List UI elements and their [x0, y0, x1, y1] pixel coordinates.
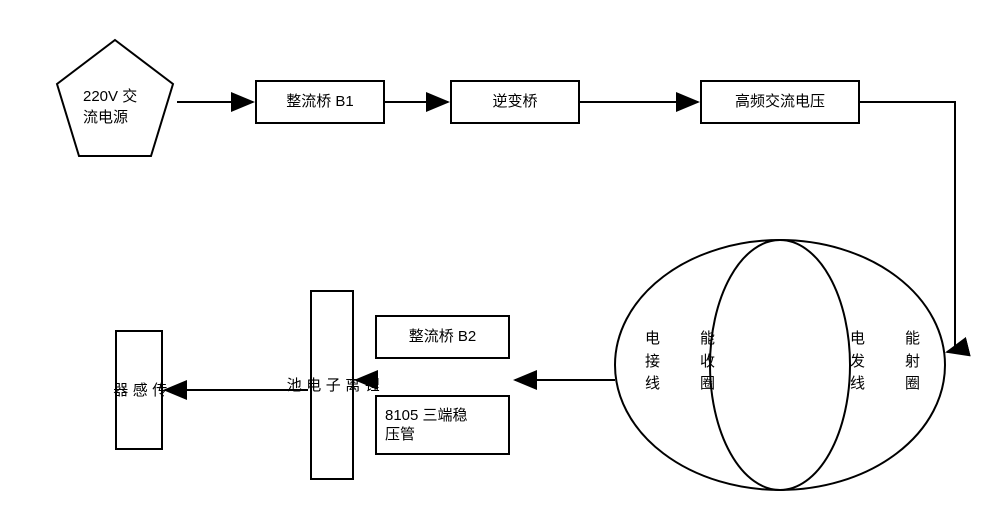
- arrow-hfac-to-tx-coil: [860, 102, 955, 352]
- sensor-label: 传 感 器: [110, 382, 169, 399]
- rectifier-b2-label: 整流桥 B2: [409, 327, 477, 347]
- pentagon-label-line1: 220V 交: [83, 88, 137, 105]
- ellipse-right-label: 电 能 发 射 线 圈: [850, 328, 920, 396]
- node-li-ion-battery: 锂 离 子 电 池: [310, 290, 354, 480]
- node-rectifier-b2: 整流桥 B2: [375, 315, 510, 359]
- node-8105-regulator: 8105 三端稳 压管: [375, 395, 510, 455]
- node-inverter: 逆变桥: [450, 80, 580, 124]
- ellipse-right-line2: 发 射: [850, 353, 920, 370]
- inverter-label: 逆变桥: [492, 92, 537, 112]
- hf-ac-label: 高频交流电压: [735, 92, 825, 112]
- ellipse-left-line3: 线 圈: [645, 375, 715, 392]
- pentagon-label-line2: 流电源: [83, 109, 128, 126]
- diagram-canvas: 220V 交 流电源 整流桥 B1 逆变桥 高频交流电压 传 感 器 锂 离 子…: [0, 0, 1000, 517]
- rectifier-b1-label: 整流桥 B1: [286, 92, 354, 112]
- coil-inner-ellipse: [710, 240, 850, 490]
- ellipse-right-line1: 电 能: [850, 330, 920, 347]
- node-ac-source-pentagon: 220V 交 流电源: [53, 38, 177, 162]
- battery-label: 锂 离 子 电 池: [283, 377, 381, 394]
- ellipse-right-line3: 线 圈: [850, 375, 920, 392]
- ellipse-left-line2: 接 收: [645, 353, 715, 370]
- node-hf-ac-voltage: 高频交流电压: [700, 80, 860, 124]
- regulator-label: 8105 三端稳 压管: [385, 406, 468, 445]
- ellipse-left-label: 电 能 接 收 线 圈: [645, 328, 715, 396]
- node-rectifier-b1: 整流桥 B1: [255, 80, 385, 124]
- ellipse-left-line1: 电 能: [645, 330, 715, 347]
- node-sensor: 传 感 器: [115, 330, 163, 450]
- pentagon-label: 220V 交 流电源: [83, 86, 137, 128]
